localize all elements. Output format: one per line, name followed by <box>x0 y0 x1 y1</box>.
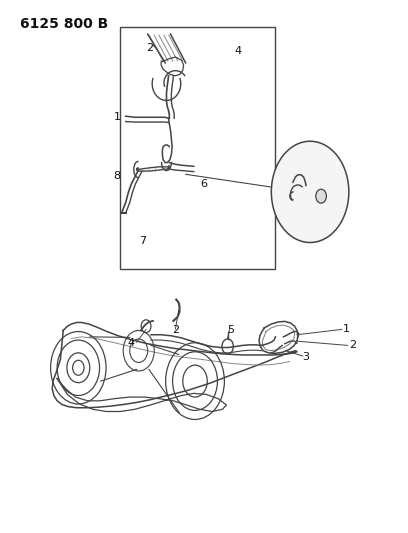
Circle shape <box>316 189 326 203</box>
Text: 6125 800 B: 6125 800 B <box>20 17 109 31</box>
Text: 5: 5 <box>227 325 234 335</box>
Text: 8: 8 <box>113 171 120 181</box>
Text: 2: 2 <box>146 43 153 53</box>
Text: 2: 2 <box>172 326 179 335</box>
Text: 1: 1 <box>113 112 120 122</box>
Bar <box>120 27 275 269</box>
Text: 6: 6 <box>200 179 207 189</box>
Text: 7: 7 <box>139 236 146 246</box>
Text: 10: 10 <box>326 195 339 205</box>
Text: 3: 3 <box>302 352 309 362</box>
Text: 2: 2 <box>349 341 356 350</box>
Text: 4: 4 <box>128 338 135 348</box>
Text: 1: 1 <box>343 325 350 334</box>
Text: 9: 9 <box>293 207 299 217</box>
Text: 4: 4 <box>235 46 242 55</box>
Circle shape <box>271 141 349 243</box>
